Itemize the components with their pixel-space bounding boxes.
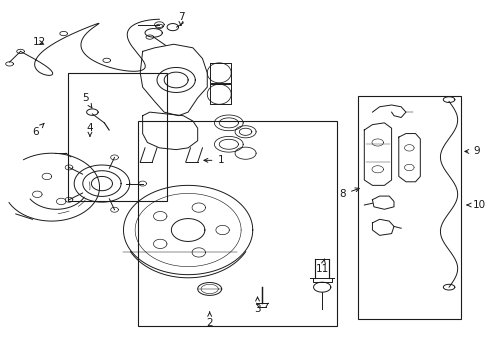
Text: 1: 1 xyxy=(203,156,224,165)
Text: 5: 5 xyxy=(81,93,92,108)
Bar xyxy=(138,121,336,327)
Text: 7: 7 xyxy=(177,13,184,26)
Text: 6: 6 xyxy=(32,123,44,137)
Text: 8: 8 xyxy=(339,188,359,199)
Bar xyxy=(68,73,166,202)
Bar xyxy=(357,96,460,319)
Text: 10: 10 xyxy=(466,200,485,210)
Text: 2: 2 xyxy=(206,312,213,328)
Text: 3: 3 xyxy=(254,297,260,314)
Text: 4: 4 xyxy=(86,123,93,136)
Text: 11: 11 xyxy=(315,259,328,274)
Text: 9: 9 xyxy=(464,147,479,157)
Text: 12: 12 xyxy=(32,37,46,48)
